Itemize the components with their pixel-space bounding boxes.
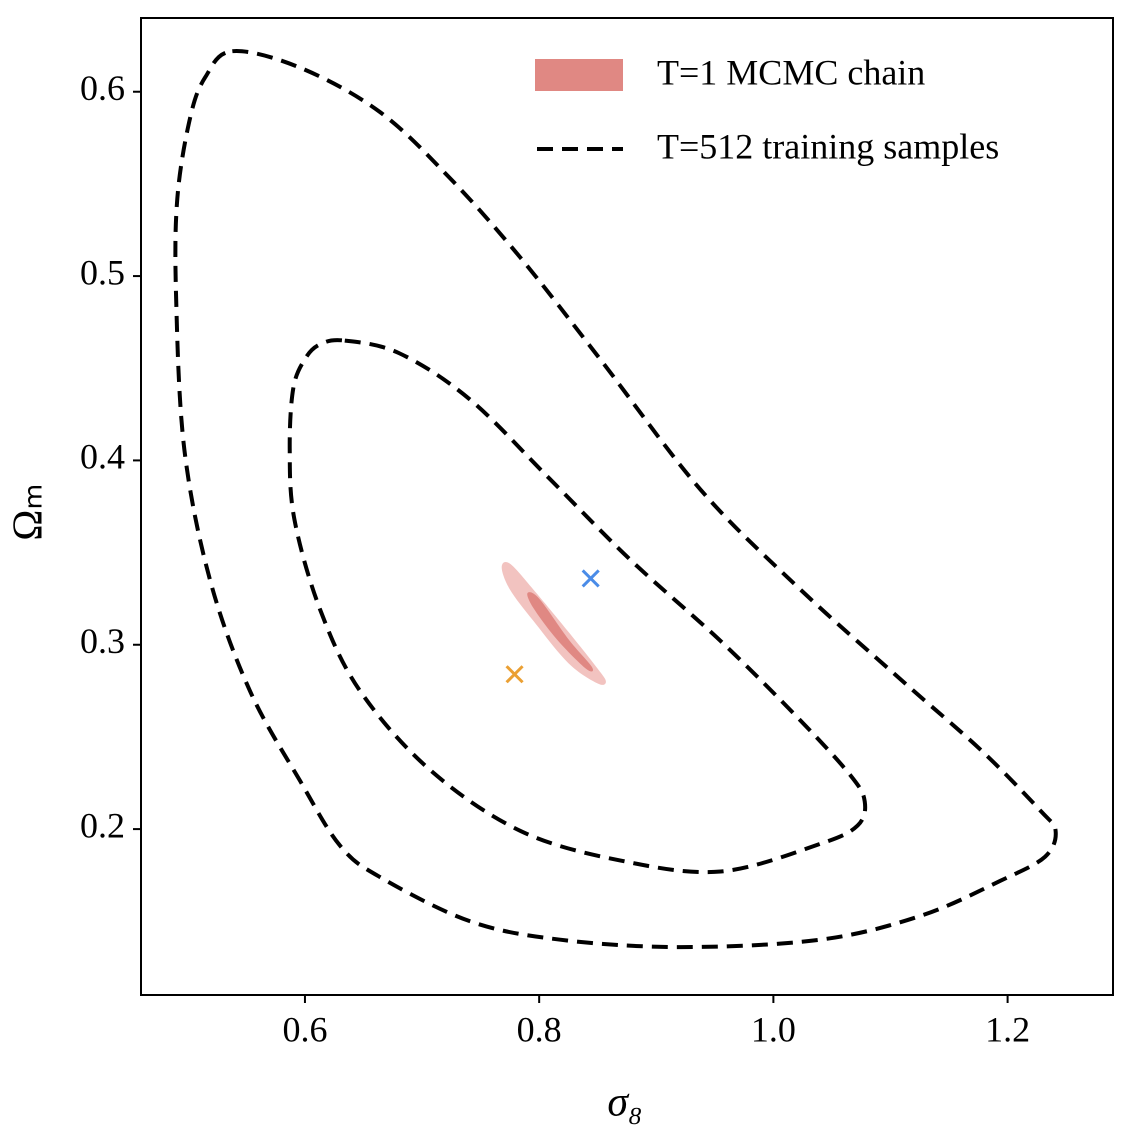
legend-swatch — [535, 59, 623, 91]
x-tick-label: 0.8 — [517, 1009, 562, 1049]
contour-level — [287, 338, 868, 875]
plot-frame — [140, 17, 1114, 996]
y-tick-label: 0.3 — [80, 621, 125, 661]
contour-level — [527, 592, 594, 672]
legend-label: T=512 training samples — [657, 126, 999, 166]
marker-stroke — [581, 569, 600, 588]
legend-label: T=1 MCMC chain — [657, 52, 925, 92]
contour-level — [173, 49, 1058, 950]
marker-stroke — [505, 665, 524, 684]
x-tick-label: 0.6 — [282, 1009, 327, 1049]
x-tick-label: 1.0 — [751, 1009, 796, 1049]
y-tick-label: 0.6 — [80, 68, 125, 108]
marker — [581, 569, 600, 588]
x-axis-label: σ₈ — [607, 1080, 642, 1126]
y-axis-label: Ωₘ — [6, 483, 52, 540]
x-tick-label: 1.2 — [985, 1009, 1030, 1049]
y-tick-label: 0.4 — [80, 437, 125, 477]
y-tick-label: 0.5 — [80, 252, 125, 292]
y-tick-label: 0.2 — [80, 805, 125, 845]
marker — [505, 665, 524, 684]
